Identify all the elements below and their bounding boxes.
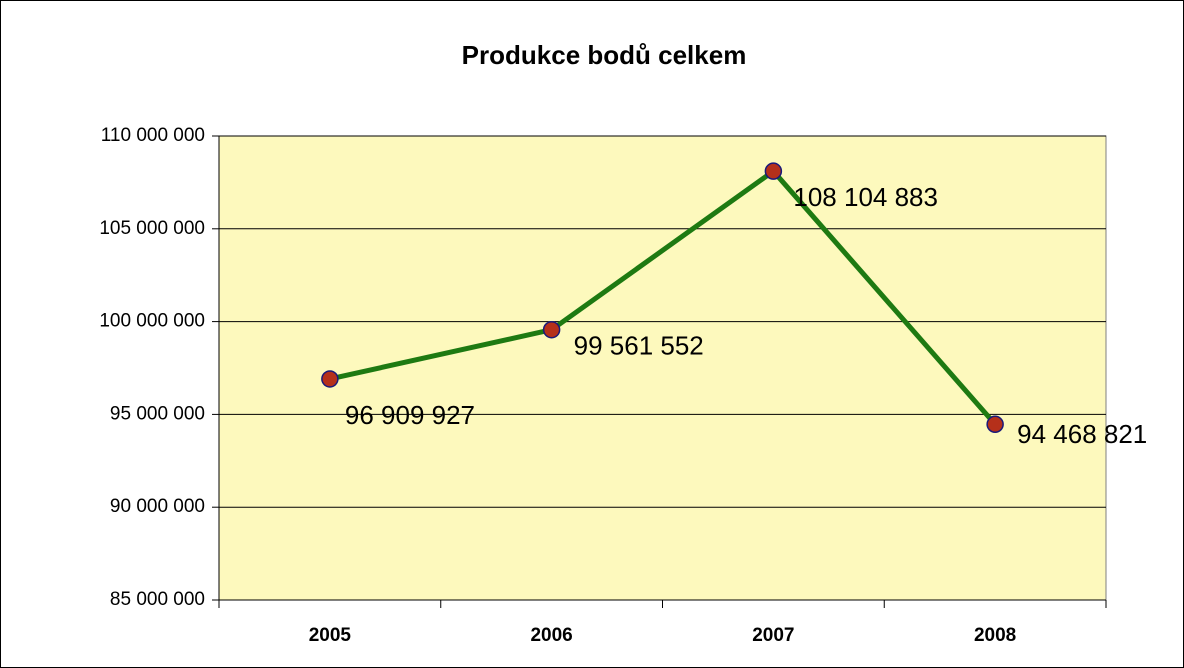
y-tick-label: 110 000 000 [101,125,205,146]
y-tick-label: 90 000 000 [110,496,205,517]
line [329,168,998,426]
y-tick-label: 85 000 000 [110,589,205,610]
data-label: 94 468 821 [1017,419,1147,449]
y-tick-label: 95 000 000 [110,403,205,424]
data-label: 99 561 552 [574,331,704,361]
marker [321,370,339,388]
data-label: 96 909 927 [345,400,475,430]
x-tick-label: 2005 [309,625,352,646]
x-tick-label: 2006 [530,625,572,646]
y-tick-label: 100 000 000 [99,311,205,332]
x-tick-label: 2007 [752,625,794,646]
y-tick-label: 105 000 000 [99,218,205,239]
marker [542,320,561,339]
x-tick-label: 2008 [974,625,1016,646]
plot-area [218,135,1107,601]
chart-title: Produkce bodů celkem [462,40,747,70]
data-label: 108 104 883 [793,182,938,212]
marker [986,415,1004,434]
marker [764,162,783,180]
